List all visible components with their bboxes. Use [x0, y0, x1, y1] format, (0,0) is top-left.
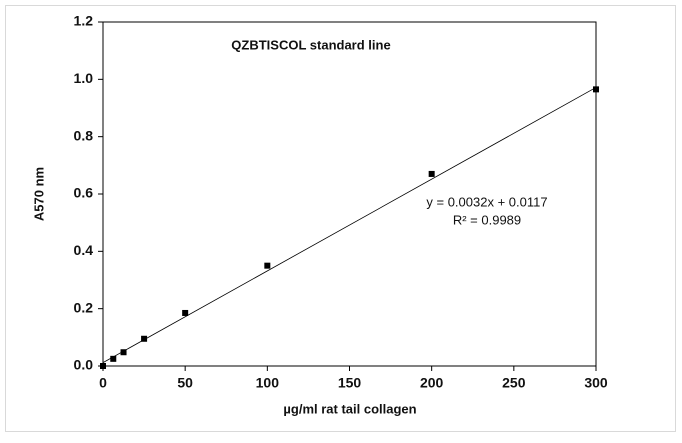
y-tick-label: 1.0 — [74, 70, 94, 86]
data-point — [593, 86, 599, 93]
y-axis-label: A570 nm — [31, 167, 46, 221]
data-point — [100, 363, 106, 369]
trendline-equation: y = 0.0032x + 0.0117 — [426, 194, 547, 209]
data-point — [428, 170, 435, 177]
data-point — [120, 349, 127, 356]
data-point — [182, 309, 189, 316]
y-tick-label: 1.2 — [74, 13, 94, 29]
chart-title: QZBTISCOL standard line — [231, 37, 390, 52]
y-tick-label: 0.4 — [74, 242, 94, 258]
y-tick-label: 0.8 — [74, 127, 94, 143]
trendline — [102, 87, 597, 363]
x-tick-label: 100 — [256, 375, 280, 391]
data-point — [264, 262, 271, 269]
x-tick-label: 250 — [502, 375, 526, 391]
x-axis-label: µg/ml rat tail collagen — [283, 401, 416, 416]
y-tick-label: 0.6 — [74, 185, 94, 201]
x-tick-label: 200 — [420, 375, 444, 391]
x-tick-label: 150 — [338, 375, 362, 391]
trendline-r2: R² = 0.9989 — [453, 212, 521, 227]
x-tick-label: 50 — [177, 375, 193, 391]
x-tick-label: 0 — [99, 375, 107, 391]
y-tick-label: 0.2 — [74, 299, 94, 315]
data-point — [110, 355, 117, 362]
x-tick-label: 300 — [584, 375, 608, 391]
chart-frame — [5, 5, 676, 432]
y-tick-label: 0.0 — [74, 357, 94, 373]
data-point — [141, 335, 148, 342]
